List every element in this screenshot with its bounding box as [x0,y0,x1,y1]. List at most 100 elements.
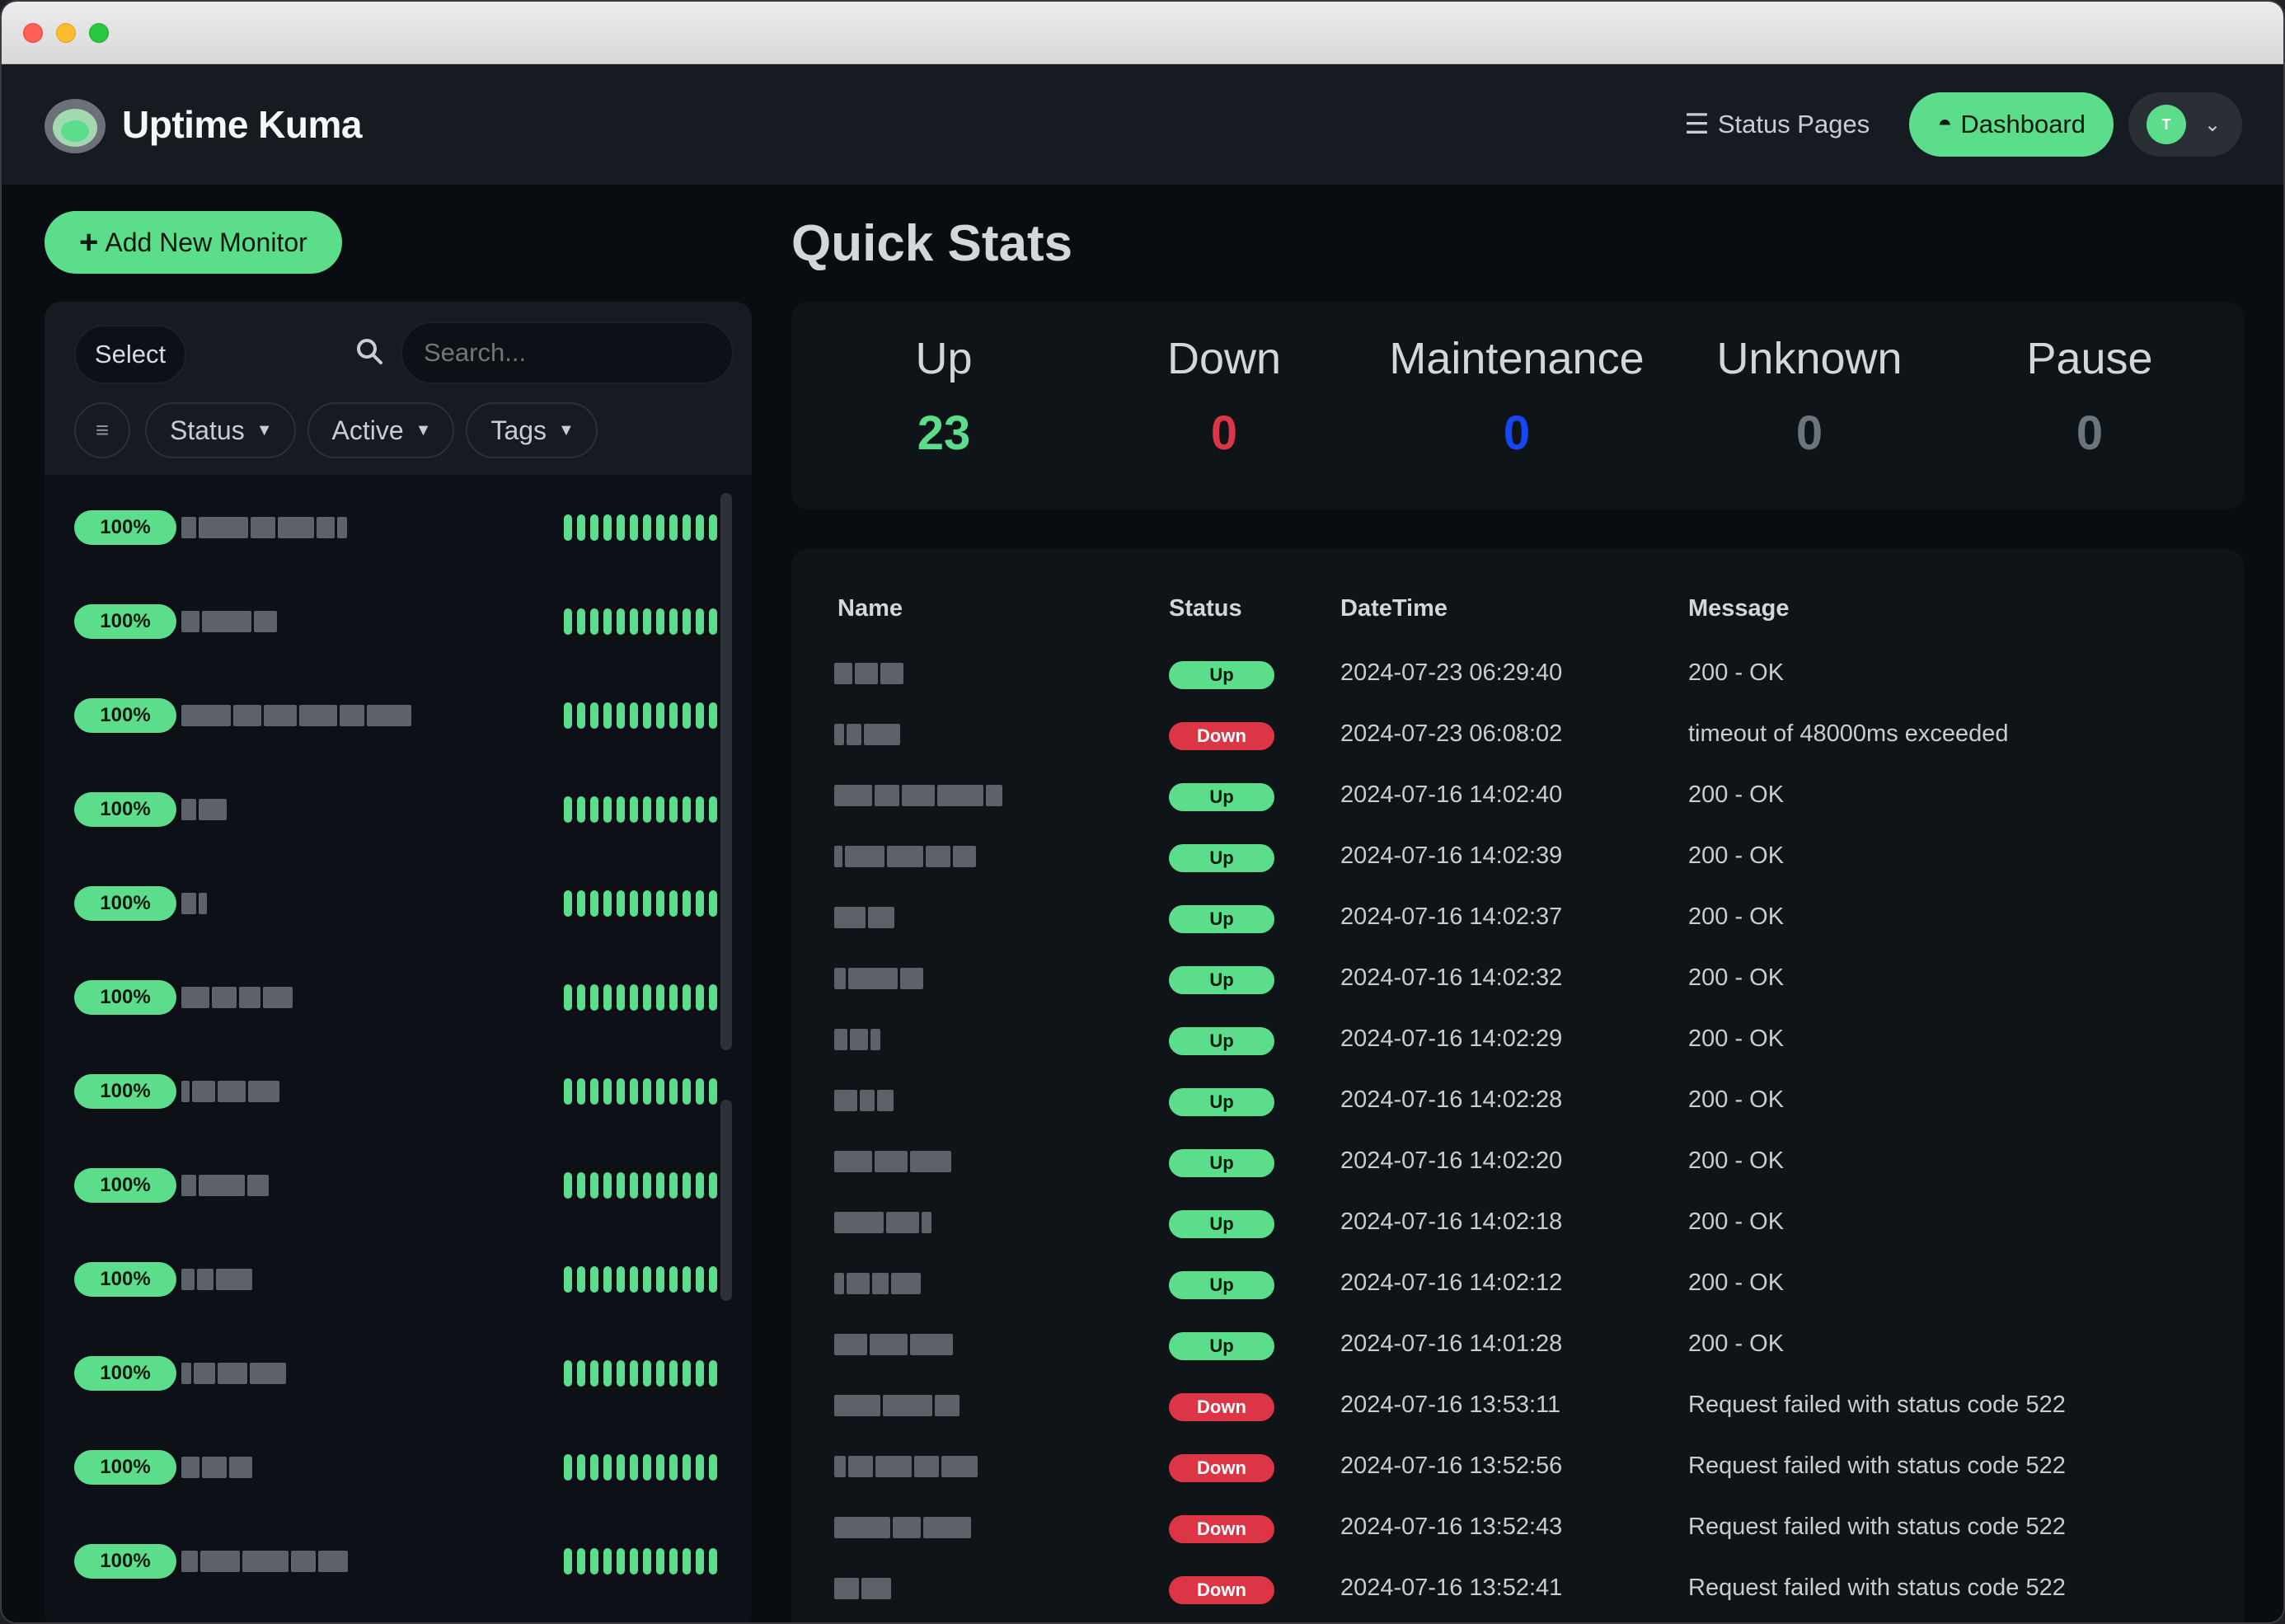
heartbeat-beat [577,890,585,917]
monitor-list-item[interactable]: 100% [74,1537,717,1586]
monitor-list-scrollbar-secondary[interactable] [720,1100,732,1301]
zoom-window-button[interactable] [89,23,109,43]
table-row[interactable]: Up 2024-07-16 14:02:39 200 - OK [791,831,2244,880]
event-monitor-name-redacted [834,1151,951,1172]
top-navbar: Uptime Kuma ☰ Status Pages ◓ Dashboard T… [2,64,2283,185]
monitor-list-item[interactable]: 100% [74,503,717,552]
heartbeat-beat [564,702,572,729]
table-row[interactable]: Down 2024-07-16 13:52:43 Request failed wi… [791,1502,2244,1551]
monitor-list-item[interactable]: 100% [74,597,717,646]
table-row[interactable]: Up 2024-07-16 14:02:12 200 - OK [791,1258,2244,1307]
filter-menu-icon[interactable]: ≡ [74,402,130,458]
heartbeat-beat [696,984,704,1011]
monitor-list-item[interactable]: 100% [74,1161,717,1210]
column-header-message[interactable]: Message [1688,595,1790,622]
table-row[interactable]: Up 2024-07-23 06:29:40 200 - OK [791,648,2244,697]
event-datetime: 2024-07-23 06:08:02 [1340,720,1563,747]
heartbeat-beat [564,1548,572,1575]
event-datetime: 2024-07-16 13:52:43 [1340,1514,1563,1540]
table-row[interactable]: Down 2024-07-16 13:52:41 Request failed wi… [791,1563,2244,1612]
select-button[interactable]: Select [74,325,186,384]
table-row[interactable]: Up 2024-07-16 14:02:37 200 - OK [791,892,2244,941]
heartbeat-beat [643,702,651,729]
heartbeat-bar [564,1360,717,1387]
heartbeat-beat [590,514,598,541]
event-monitor-name-redacted [834,907,894,928]
monitor-list-item[interactable]: 100% [74,973,717,1022]
event-message: 200 - OK [1688,781,1785,808]
important-events-table: Name Status DateTime Message Up 2024-07-2… [791,549,2244,1622]
heartbeat-beat [656,1266,664,1293]
heartbeat-beat [564,608,572,635]
status-filter[interactable]: Status ▼ [145,402,296,458]
monitor-name-redacted [181,987,293,1008]
heartbeat-beat [577,608,585,635]
column-header-status[interactable]: Status [1169,595,1242,622]
close-window-button[interactable] [23,23,43,43]
heartbeat-beat [709,1548,717,1575]
heartbeat-bar [564,514,717,541]
heartbeat-beat [603,1360,612,1387]
column-header-name[interactable]: Name [838,595,903,622]
column-header-datetime[interactable]: DateTime [1340,595,1448,622]
status-pages-label: Status Pages [1717,110,1870,138]
heartbeat-beat [656,608,664,635]
heartbeat-beat [696,1454,704,1481]
monitor-list-item[interactable]: 100% [74,691,717,740]
event-monitor-name-redacted [834,1334,953,1355]
tags-filter[interactable]: Tags ▼ [466,402,598,458]
minimize-window-button[interactable] [56,23,76,43]
uptime-badge: 100% [74,1450,176,1485]
table-row[interactable]: Up 2024-07-16 14:02:32 200 - OK [791,953,2244,1002]
status-pages-link[interactable]: ☰ Status Pages [1684,108,1870,141]
heartbeat-beat [709,890,717,917]
table-row[interactable]: Up 2024-07-16 14:02:28 200 - OK [791,1075,2244,1124]
heartbeat-beat [709,702,717,729]
uptime-badge: 100% [74,1168,176,1203]
table-row[interactable]: Down 2024-07-16 13:52:56 Request failed wi… [791,1441,2244,1490]
monitor-list-item[interactable]: 100% [74,1255,717,1304]
table-row[interactable]: Up 2024-07-16 14:02:20 200 - OK [791,1136,2244,1185]
heartbeat-beat [709,1454,717,1481]
monitor-list-item[interactable]: 100% [74,1349,717,1398]
event-monitor-name-redacted [834,846,976,867]
tags-filter-label: Tags [490,415,547,445]
status-badge: Down [1169,1515,1274,1543]
table-row[interactable]: Down 2024-07-16 13:53:11 Request failed wi… [791,1380,2244,1429]
heartbeat-beat [643,514,651,541]
table-row[interactable]: Up 2024-07-16 14:01:28 200 - OK [791,1319,2244,1368]
monitor-list-item[interactable]: 100% [74,879,717,928]
profile-dropdown[interactable]: T ⌄ [2128,92,2242,157]
search-input[interactable] [401,322,734,384]
status-badge: Down [1169,1393,1274,1421]
dashboard-button[interactable]: ◓ Dashboard [1909,92,2114,157]
monitor-list-item[interactable]: 100% [74,785,717,834]
heartbeat-beat [683,984,691,1011]
event-datetime: 2024-07-16 13:52:56 [1340,1453,1563,1479]
monitor-list-item[interactable]: 100% [74,1067,717,1116]
event-datetime: 2024-07-16 14:02:39 [1340,843,1563,869]
app-brand-name[interactable]: Uptime Kuma [122,103,362,146]
uptime-badge: 100% [74,886,176,921]
heartbeat-beat [656,1454,664,1481]
heartbeat-beat [590,608,598,635]
heartbeat-beat [669,1172,678,1199]
heartbeat-beat [683,1266,691,1293]
monitor-name-redacted [181,1457,252,1478]
active-filter[interactable]: Active ▼ [307,402,455,458]
table-row[interactable]: Down 2024-07-23 06:08:02 timeout of 48000m… [791,709,2244,758]
event-message: 200 - OK [1688,659,1785,686]
table-row[interactable]: Up 2024-07-16 14:02:18 200 - OK [791,1197,2244,1246]
monitor-list-item[interactable]: 100% [74,1443,717,1492]
add-new-monitor-button[interactable]: + Add New Monitor [45,211,342,274]
heartbeat-beat [683,608,691,635]
table-row[interactable]: Up 2024-07-16 14:02:29 200 - OK [791,1014,2244,1063]
heartbeat-beat [630,1360,638,1387]
stat-label: Maintenance [1389,334,1645,383]
monitor-list-scrollbar[interactable] [720,493,732,1050]
heartbeat-beat [564,796,572,823]
event-message: 200 - OK [1688,1087,1785,1113]
uptime-kuma-logo-icon[interactable] [43,95,107,154]
table-row[interactable]: Up 2024-07-16 14:02:40 200 - OK [791,770,2244,819]
heartbeat-beat [656,796,664,823]
